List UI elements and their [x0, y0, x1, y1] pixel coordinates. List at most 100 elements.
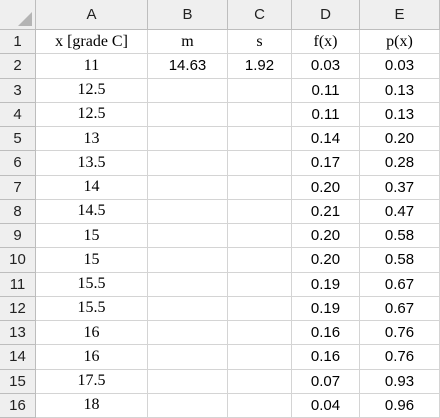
cell[interactable]: 14	[36, 175, 148, 200]
cell[interactable]: 0.14	[292, 127, 360, 152]
cell[interactable]: 13	[36, 127, 148, 152]
cell[interactable]: 15.5	[36, 296, 148, 321]
cell[interactable]: 13.5	[36, 151, 148, 176]
cell[interactable]	[148, 175, 228, 200]
cell[interactable]: 12.5	[36, 78, 148, 103]
cell[interactable]: 0.20	[360, 127, 440, 152]
cell[interactable]	[228, 224, 292, 249]
row-header[interactable]: 14	[0, 345, 36, 370]
cell[interactable]	[148, 369, 228, 394]
cell[interactable]: 0.13	[360, 78, 440, 103]
cell[interactable]: f(x)	[292, 30, 360, 55]
cell[interactable]	[228, 296, 292, 321]
cell[interactable]: m	[148, 30, 228, 55]
cell[interactable]: 0.07	[292, 369, 360, 394]
cell[interactable]	[148, 345, 228, 370]
cell[interactable]: 0.21	[292, 199, 360, 224]
cell[interactable]: 0.76	[360, 321, 440, 346]
cell[interactable]: 0.20	[292, 224, 360, 249]
cell[interactable]	[148, 393, 228, 418]
cell[interactable]: 0.93	[360, 369, 440, 394]
row-header[interactable]: 15	[0, 369, 36, 394]
cell[interactable]	[228, 102, 292, 127]
column-header[interactable]: D	[292, 0, 360, 30]
column-header[interactable]: B	[148, 0, 228, 30]
cell[interactable]: 0.03	[360, 54, 440, 79]
column-header[interactable]: A	[36, 0, 148, 30]
cell[interactable]	[228, 199, 292, 224]
cell[interactable]: 12.5	[36, 102, 148, 127]
row-header[interactable]: 6	[0, 151, 36, 176]
cell[interactable]	[148, 78, 228, 103]
cell[interactable]	[228, 272, 292, 297]
cell[interactable]: 0.16	[292, 321, 360, 346]
row-header[interactable]: 7	[0, 175, 36, 200]
cell[interactable]: 0.58	[360, 224, 440, 249]
cell[interactable]: 0.28	[360, 151, 440, 176]
cell[interactable]: 0.04	[292, 393, 360, 418]
cell[interactable]: 0.17	[292, 151, 360, 176]
cell[interactable]	[148, 296, 228, 321]
cell[interactable]	[228, 345, 292, 370]
cell[interactable]	[228, 393, 292, 418]
cell[interactable]: p(x)	[360, 30, 440, 55]
cell[interactable]: 0.67	[360, 272, 440, 297]
cell[interactable]: x [grade C]	[36, 30, 148, 55]
cell[interactable]: 0.96	[360, 393, 440, 418]
cell[interactable]	[228, 127, 292, 152]
cell[interactable]	[228, 175, 292, 200]
cell[interactable]: 0.58	[360, 248, 440, 273]
cell[interactable]: 15	[36, 248, 148, 273]
cell[interactable]	[148, 199, 228, 224]
cell[interactable]: 0.13	[360, 102, 440, 127]
row-header[interactable]: 4	[0, 102, 36, 127]
row-header[interactable]: 12	[0, 296, 36, 321]
cell[interactable]: 0.20	[292, 175, 360, 200]
cell[interactable]: 0.03	[292, 54, 360, 79]
cell[interactable]: 0.11	[292, 78, 360, 103]
cell[interactable]: 17.5	[36, 369, 148, 394]
row-header[interactable]: 3	[0, 78, 36, 103]
cell[interactable]	[228, 321, 292, 346]
row-header[interactable]: 2	[0, 54, 36, 79]
row-header[interactable]: 16	[0, 393, 36, 418]
cell[interactable]	[148, 127, 228, 152]
cell[interactable]: 0.47	[360, 199, 440, 224]
cell[interactable]	[148, 272, 228, 297]
cell[interactable]	[228, 78, 292, 103]
select-all[interactable]	[0, 0, 36, 30]
row-header[interactable]: 10	[0, 248, 36, 273]
row-header[interactable]: 5	[0, 127, 36, 152]
cell[interactable]	[148, 321, 228, 346]
cell[interactable]: 15.5	[36, 272, 148, 297]
cell[interactable]: 15	[36, 224, 148, 249]
row-header[interactable]: 9	[0, 224, 36, 249]
column-header[interactable]: C	[228, 0, 292, 30]
cell[interactable]	[148, 102, 228, 127]
cell[interactable]: 0.37	[360, 175, 440, 200]
cell[interactable]	[148, 151, 228, 176]
cell[interactable]	[148, 224, 228, 249]
cell[interactable]: 16	[36, 321, 148, 346]
cell[interactable]: 0.20	[292, 248, 360, 273]
cell[interactable]	[228, 248, 292, 273]
cell[interactable]: 14.63	[148, 54, 228, 79]
cell[interactable]: 14.5	[36, 199, 148, 224]
cell[interactable]: 16	[36, 345, 148, 370]
row-header[interactable]: 13	[0, 321, 36, 346]
row-header[interactable]: 11	[0, 272, 36, 297]
cell[interactable]: 0.19	[292, 272, 360, 297]
cell[interactable]: 18	[36, 393, 148, 418]
cell[interactable]: s	[228, 30, 292, 55]
cell[interactable]: 0.76	[360, 345, 440, 370]
cell[interactable]: 0.11	[292, 102, 360, 127]
cell[interactable]	[228, 369, 292, 394]
row-header[interactable]: 1	[0, 30, 36, 55]
cell[interactable]: 0.16	[292, 345, 360, 370]
row-header[interactable]: 8	[0, 199, 36, 224]
column-header[interactable]: E	[360, 0, 440, 30]
cell[interactable]	[228, 151, 292, 176]
cell[interactable]: 0.19	[292, 296, 360, 321]
cell[interactable]	[148, 248, 228, 273]
cell[interactable]: 0.67	[360, 296, 440, 321]
